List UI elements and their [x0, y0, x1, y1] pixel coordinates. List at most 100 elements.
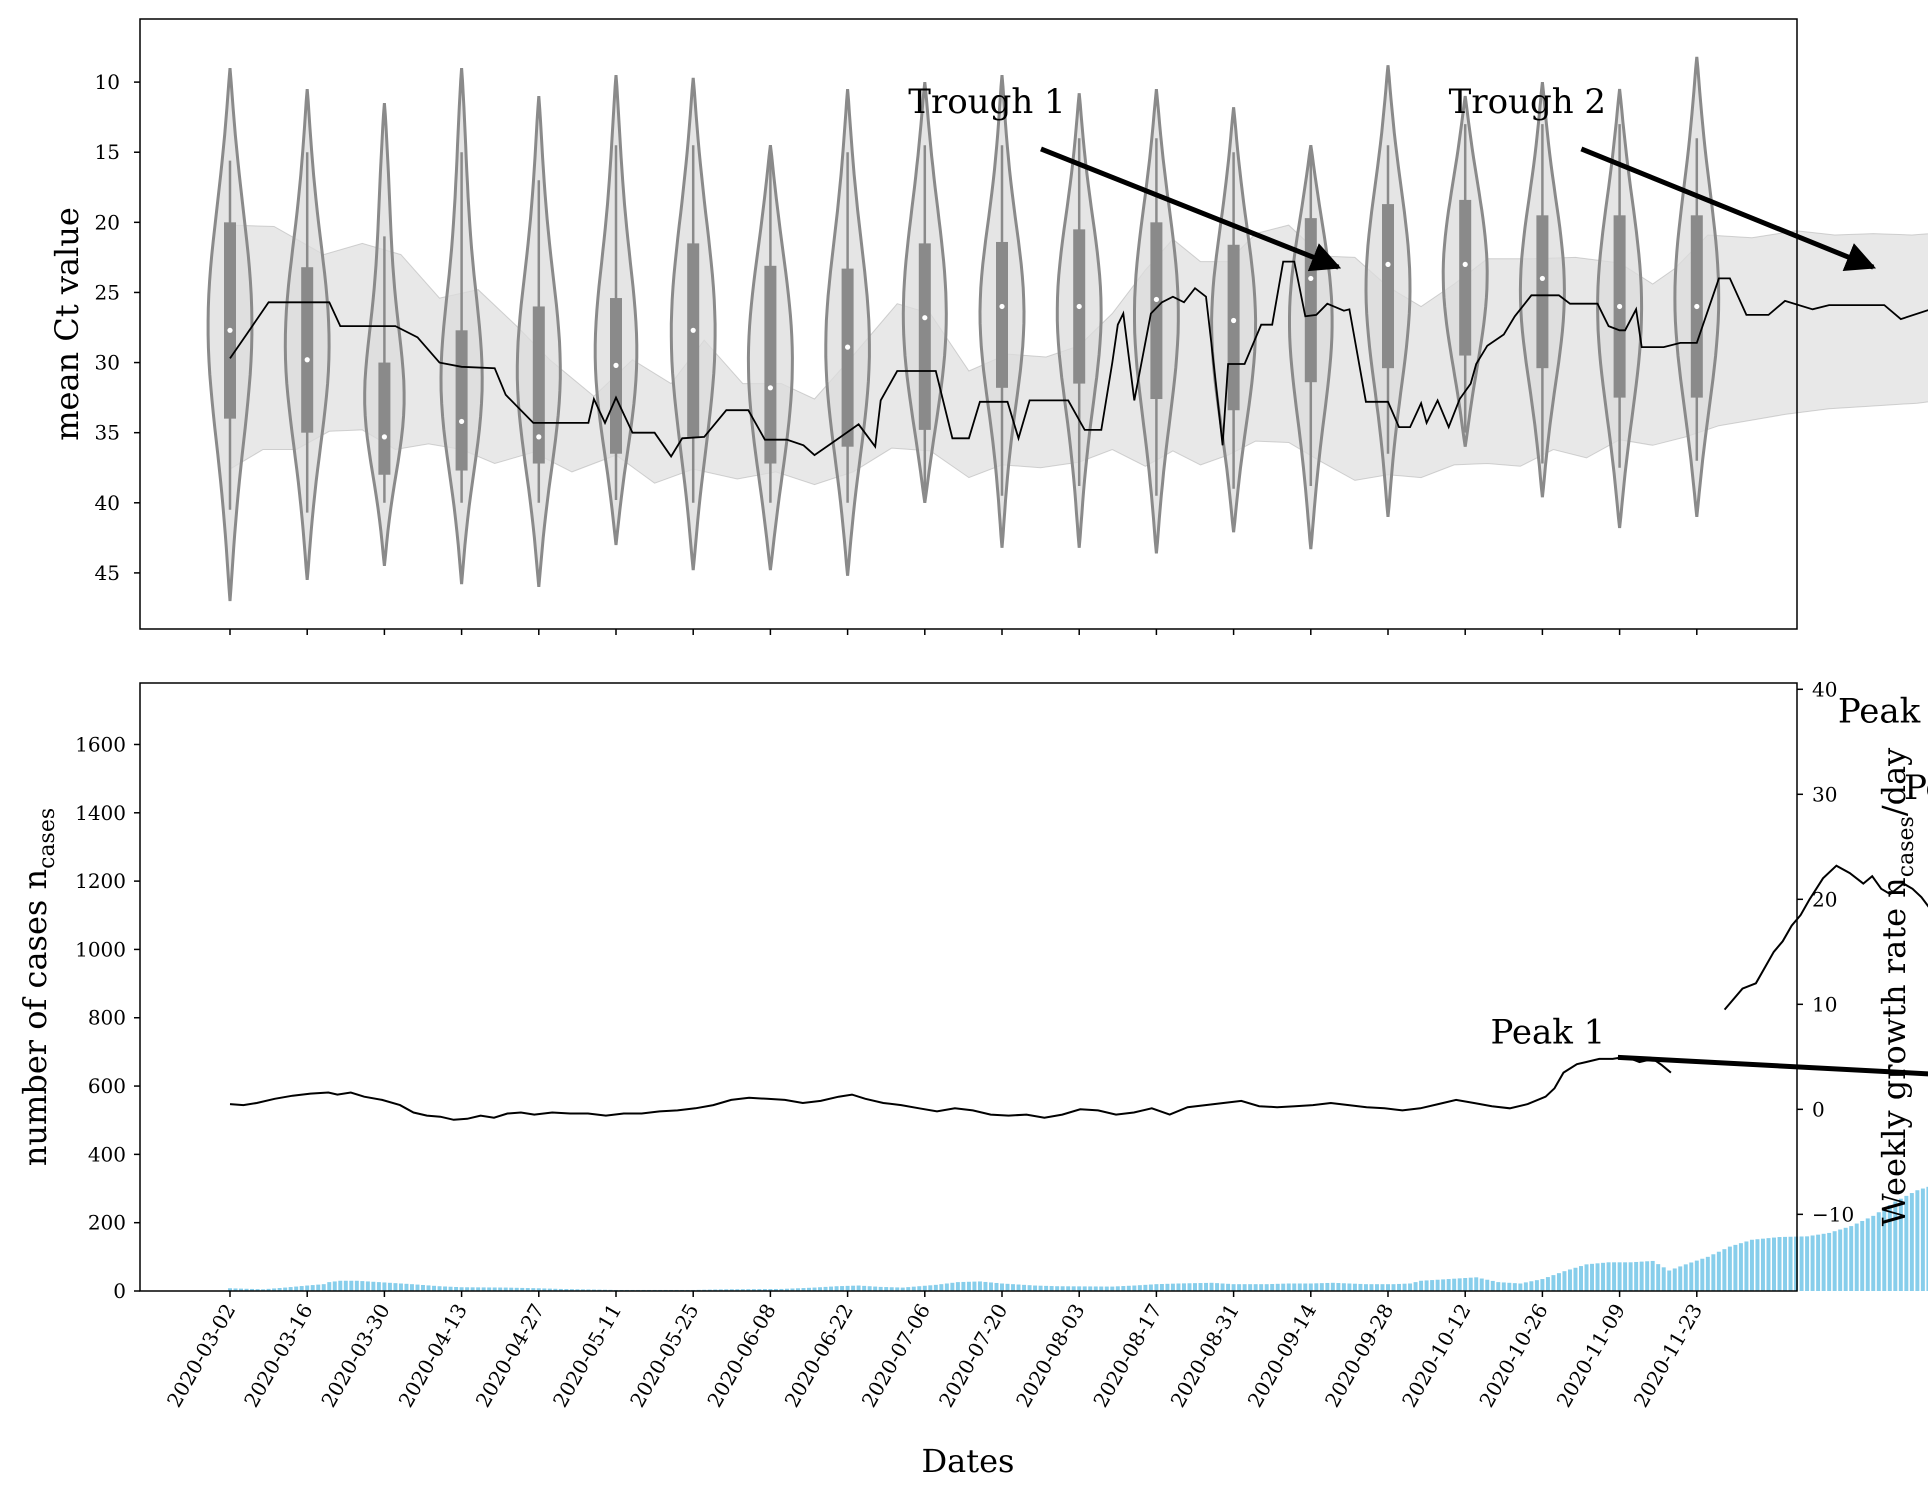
case-bar: [829, 1286, 834, 1291]
violin: [1210, 107, 1258, 533]
case-bar: [343, 1280, 348, 1291]
y-tick-label: 1200: [75, 869, 126, 893]
case-bar: [520, 1287, 525, 1291]
case-bar: [1584, 1264, 1589, 1291]
case-bar: [1386, 1284, 1390, 1291]
y-tick-label: 800: [88, 1006, 126, 1030]
case-bar: [1915, 1190, 1920, 1291]
case-bar: [1898, 1198, 1903, 1291]
case-bar: [911, 1286, 916, 1291]
violin: [439, 67, 484, 585]
case-bar: [1022, 1284, 1027, 1291]
case-bar: [1843, 1227, 1848, 1291]
case-bar: [795, 1288, 800, 1291]
case-bar: [1408, 1283, 1413, 1291]
x-tick-label: 2020-08-31: [1165, 1300, 1243, 1412]
case-bar: [1590, 1263, 1595, 1291]
violin-median: [690, 327, 696, 333]
case-bar: [1397, 1283, 1402, 1291]
peak-label: Peak 3: [1838, 691, 1928, 731]
y-tick-label: 1400: [75, 801, 126, 825]
case-bar: [514, 1287, 519, 1291]
trough-label: Trough 1: [908, 82, 1065, 122]
case-bar: [465, 1287, 470, 1291]
x-tick-label: 2020-03-30: [316, 1300, 394, 1412]
case-bar: [790, 1288, 795, 1291]
y-tick-label: 40: [95, 491, 120, 515]
case-bar: [481, 1287, 486, 1291]
case-bar: [1705, 1256, 1710, 1291]
y2-tick-label: 20: [1812, 887, 1837, 911]
x-tick-label: 2020-09-14: [1243, 1300, 1321, 1412]
case-bar: [454, 1286, 459, 1291]
case-bar: [437, 1286, 442, 1291]
violin-median: [845, 344, 851, 350]
x-tick-label: 2020-04-13: [393, 1300, 471, 1412]
case-bar: [426, 1285, 431, 1291]
case-bar: [1639, 1261, 1644, 1291]
case-bar: [1165, 1283, 1170, 1291]
violin: [1441, 95, 1489, 447]
case-bar: [365, 1281, 370, 1291]
case-bar: [1556, 1273, 1561, 1291]
case-bar: [718, 1289, 723, 1291]
case-bar: [503, 1287, 508, 1291]
case-bar: [1567, 1269, 1572, 1291]
case-bar: [889, 1287, 894, 1291]
case-bar: [1457, 1278, 1462, 1291]
violin: [1518, 81, 1566, 498]
case-bar: [1634, 1261, 1639, 1291]
case-bar: [432, 1285, 437, 1291]
x-tick-label: 2020-05-25: [625, 1300, 703, 1412]
y-tick-label: 25: [95, 280, 120, 304]
mean-ct-polyline: [229, 260, 1928, 459]
violin-iqr-box: [1536, 215, 1549, 369]
case-bar: [1816, 1234, 1821, 1291]
bottom-y2-axis-label: Weekly growth rate ncases/day: [1875, 748, 1919, 1227]
case-bar: [1772, 1237, 1776, 1291]
x-tick-label: 2020-06-22: [779, 1300, 857, 1412]
violin: [363, 102, 406, 567]
case-bar: [1534, 1280, 1539, 1291]
case-bar: [1275, 1283, 1280, 1291]
case-bar: [1380, 1284, 1385, 1291]
case-bar: [498, 1287, 503, 1291]
case-bar: [443, 1286, 448, 1291]
violin-iqr-box: [532, 306, 545, 464]
case-bar: [387, 1282, 392, 1291]
case-bar: [801, 1288, 806, 1291]
case-bar: [1799, 1236, 1804, 1291]
case-bar: [1033, 1285, 1038, 1291]
violin-iqr-box: [1459, 199, 1472, 356]
violin-median: [227, 327, 233, 333]
x-tick-label: 2020-11-09: [1551, 1300, 1629, 1412]
case-bar: [955, 1282, 960, 1291]
case-bar: [1110, 1286, 1115, 1291]
violin: [1364, 65, 1412, 517]
x-tick-label: 2020-07-06: [857, 1300, 935, 1412]
case-bar: [1854, 1223, 1859, 1291]
case-bar: [1628, 1262, 1633, 1291]
y-tick-label: 35: [95, 421, 120, 445]
bottom-axes-frame: [139, 682, 1798, 1292]
case-bar: [1005, 1283, 1010, 1291]
case-bar: [1038, 1285, 1043, 1291]
case-bar: [1849, 1226, 1854, 1291]
growth-polyline: [229, 1055, 1672, 1121]
violin-median: [459, 418, 465, 425]
case-bar: [1154, 1284, 1159, 1291]
case-bar: [751, 1289, 756, 1291]
case-bar: [1623, 1262, 1628, 1291]
case-bar: [288, 1287, 293, 1291]
case-bar: [1446, 1279, 1451, 1291]
case-bar: [1071, 1286, 1076, 1291]
case-bar: [1733, 1244, 1738, 1291]
case-bar: [404, 1283, 409, 1291]
case-bar: [939, 1284, 944, 1291]
case-bar: [1363, 1284, 1368, 1291]
case-bar: [773, 1288, 778, 1291]
case-bar: [1755, 1239, 1760, 1291]
case-bar: [349, 1280, 354, 1291]
y2-axis-ticks: −10 0 10 20 30 40: [1797, 677, 1854, 1226]
case-bar: [1777, 1237, 1782, 1291]
